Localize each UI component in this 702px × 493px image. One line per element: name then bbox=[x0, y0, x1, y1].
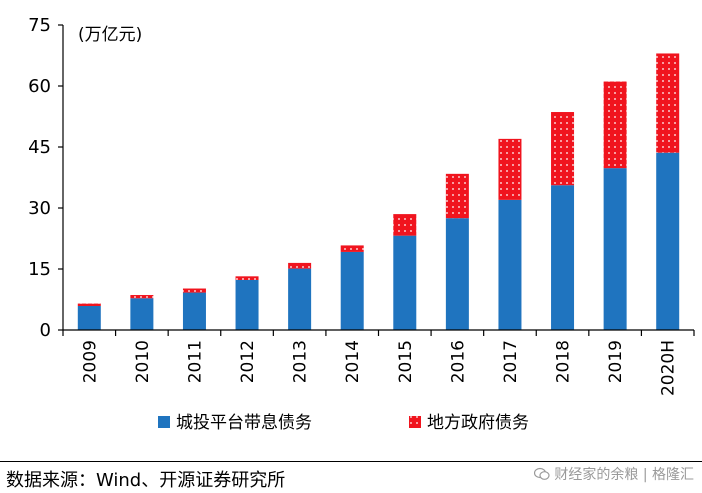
bar-segment-chengtou bbox=[551, 185, 575, 330]
y-tick-label: 60 bbox=[28, 76, 51, 97]
bar-segment-local-gov bbox=[77, 303, 101, 307]
x-tick-label: 2015 bbox=[396, 340, 416, 383]
bar-segment-local-gov bbox=[656, 53, 680, 153]
bar-segment-local-gov bbox=[288, 262, 312, 269]
y-tick-label: 30 bbox=[28, 198, 51, 219]
bar-segment-chengtou bbox=[235, 279, 259, 330]
x-tick-label: 2017 bbox=[501, 340, 521, 383]
legend-swatch bbox=[158, 416, 170, 428]
bar-segment-chengtou bbox=[445, 218, 469, 330]
y-tick-label: 0 bbox=[40, 320, 51, 341]
bar-segment-chengtou bbox=[393, 235, 417, 330]
y-tick-label: 75 bbox=[28, 15, 51, 36]
bar-segment-local-gov bbox=[393, 214, 417, 236]
x-tick-label: 2011 bbox=[185, 340, 205, 383]
bar-segment-local-gov bbox=[340, 245, 364, 252]
bar-segment-chengtou bbox=[656, 152, 680, 330]
bar-segment-chengtou bbox=[77, 306, 101, 330]
y-tick-label: 45 bbox=[28, 137, 51, 158]
bar-segment-chengtou bbox=[603, 168, 627, 330]
unit-label: (万亿元) bbox=[78, 25, 142, 45]
x-tick-label: 2013 bbox=[291, 340, 311, 383]
y-tick-label: 15 bbox=[28, 259, 51, 280]
legend-label: 地方政府债务 bbox=[427, 413, 529, 433]
x-tick-label: 2019 bbox=[606, 340, 626, 383]
x-tick-label: 2012 bbox=[238, 340, 258, 383]
x-tick-label: 2016 bbox=[448, 340, 468, 383]
bar-segment-chengtou bbox=[288, 268, 312, 330]
wechat-icon bbox=[534, 467, 550, 480]
bar-segment-local-gov bbox=[551, 112, 575, 186]
bar-segment-chengtou bbox=[182, 292, 206, 330]
x-tick-label: 2010 bbox=[133, 340, 153, 383]
x-tick-label: 2009 bbox=[80, 340, 100, 383]
bar-segment-local-gov bbox=[445, 173, 469, 219]
bar-segment-chengtou bbox=[130, 298, 154, 330]
bar-segment-local-gov bbox=[235, 276, 259, 280]
x-tick-label: 2014 bbox=[343, 340, 363, 383]
source-note: 数据来源：Wind、开源证券研究所 bbox=[6, 470, 286, 491]
bar-segment-chengtou bbox=[340, 251, 364, 330]
legend-label: 城投平台带息债务 bbox=[176, 413, 312, 433]
x-tick-label: 2018 bbox=[554, 340, 574, 383]
stacked-bar-chart: 0 15 30 45 60 75 2009 2010 2011 2012 2013 2014 2015… bbox=[28, 15, 695, 433]
legend-swatch bbox=[409, 416, 421, 428]
bar-segment-local-gov bbox=[182, 288, 206, 293]
bar-segment-local-gov bbox=[130, 295, 154, 299]
chart-area: 0 15 30 45 60 75 2009 2010 2011 2012 2013 2014 2015… bbox=[28, 15, 695, 433]
x-tick-label: 2020H bbox=[659, 340, 679, 396]
bar-segment-local-gov bbox=[603, 81, 627, 169]
watermark: 财经家的余粮 | 格隆汇 bbox=[534, 464, 694, 484]
source-divider bbox=[0, 461, 702, 462]
bar-segment-local-gov bbox=[498, 138, 522, 200]
watermark-text: 财经家的余粮 | 格隆汇 bbox=[554, 467, 694, 483]
bar-segment-chengtou bbox=[498, 199, 522, 330]
